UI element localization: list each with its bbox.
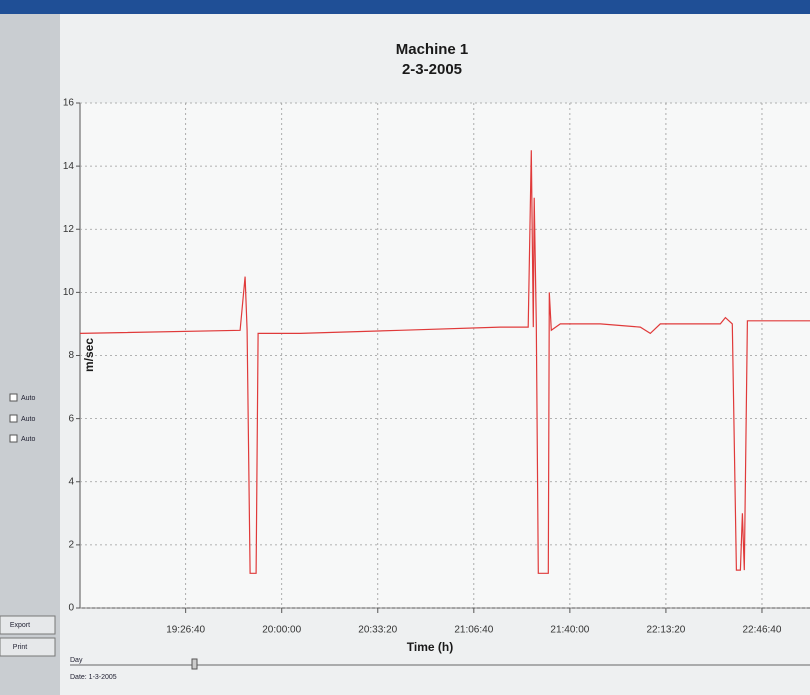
checkbox-label: Auto bbox=[21, 416, 36, 423]
data-line bbox=[79, 150, 810, 574]
x-tick-label: 20:33:20 bbox=[358, 625, 397, 636]
checkbox[interactable] bbox=[9, 393, 18, 402]
chart-title: Machine 1 bbox=[396, 41, 469, 58]
checkbox-label: Auto bbox=[21, 436, 36, 443]
title-bar bbox=[0, 0, 810, 14]
checkbox-label: Auto bbox=[21, 395, 36, 402]
x-axis-label: Time (h) bbox=[407, 640, 453, 654]
y-tick-label: 8 bbox=[68, 350, 74, 361]
y-tick-label: 2 bbox=[68, 540, 74, 551]
x-tick-label: 21:06:40 bbox=[454, 625, 493, 636]
chart-subtitle: 2-3-2005 bbox=[402, 61, 462, 78]
side-panel bbox=[0, 14, 60, 695]
x-tick-label: 20:00:00 bbox=[262, 625, 301, 636]
button-label: Print bbox=[13, 644, 27, 651]
y-tick-label: 0 bbox=[68, 603, 74, 614]
slider-thumb[interactable] bbox=[191, 658, 198, 670]
checkboxes: Auto Auto Auto bbox=[9, 393, 36, 443]
y-tick-label: 4 bbox=[68, 476, 74, 487]
y-axis-label: m/sec bbox=[82, 338, 96, 372]
x-tick-label: 21:40:00 bbox=[550, 625, 589, 636]
slider-label: Day bbox=[70, 657, 83, 664]
date-label: Date: 1-3-2005 bbox=[70, 674, 117, 681]
y-tick-label: 6 bbox=[68, 413, 74, 424]
y-tick-label: 16 bbox=[63, 98, 75, 109]
x-tick-label: 22:46:40 bbox=[743, 625, 782, 636]
print-button[interactable] bbox=[0, 637, 56, 657]
y-tick-label: 12 bbox=[63, 224, 75, 235]
y-tick-label: 10 bbox=[63, 287, 75, 298]
button-label: Export bbox=[10, 622, 30, 629]
x-tick-label: 19:26:40 bbox=[166, 625, 205, 636]
x-tick-label: 22:13:20 bbox=[646, 625, 685, 636]
y-tick-label: 14 bbox=[63, 161, 75, 172]
export-button[interactable] bbox=[0, 615, 56, 635]
checkbox[interactable] bbox=[9, 434, 18, 443]
checkbox[interactable] bbox=[9, 414, 18, 423]
